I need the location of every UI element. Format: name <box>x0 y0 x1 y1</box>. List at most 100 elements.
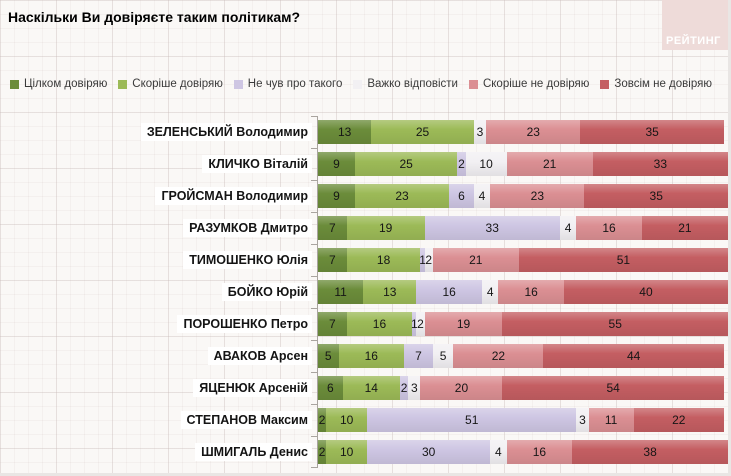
bar-segment: 1 <box>410 312 418 336</box>
segment-value: 22 <box>672 413 686 427</box>
bar-segment: 19 <box>424 312 503 336</box>
axis-tick <box>311 180 318 181</box>
bar-segment: 2 <box>457 152 466 176</box>
chart-row: ЗЕЛЕНСЬКИЙ Володимир 13 25 3 23 35 <box>0 116 731 148</box>
segment-value: 55 <box>608 317 622 331</box>
bar-segment: 16 <box>506 440 573 464</box>
bar-stack: 9 25 2 10 21 33 <box>318 152 729 176</box>
segment-value: 19 <box>456 317 471 331</box>
bar-segment: 54 <box>502 376 725 400</box>
axis-tick <box>311 436 318 437</box>
bar-segment: 21 <box>432 248 519 272</box>
segment-value: 21 <box>469 253 483 267</box>
legend-label: Скоріше довіряю <box>132 78 223 90</box>
bar-segment: 3 <box>408 376 421 400</box>
chart-row: АВАКОВ Арсен 5 16 7 5 22 44 <box>0 340 731 372</box>
bar-segment: 20 <box>420 376 503 400</box>
segment-value: 54 <box>606 381 620 395</box>
segment-value: 3 <box>579 413 586 427</box>
bar-segment: 18 <box>346 248 421 272</box>
bar-segment: 7 <box>318 248 347 272</box>
legend-item: Зовсім не довіряю <box>600 78 712 90</box>
segment-value: 10 <box>340 413 354 427</box>
legend-label: Важко відповісти <box>367 78 458 90</box>
category-label: АВАКОВ Арсен <box>0 347 312 365</box>
bar-segment: 10 <box>326 408 368 432</box>
bar-segment: 11 <box>588 408 634 432</box>
chart-row: ПОРОШЕНКО Петро 7 16 1 2 19 55 <box>0 308 731 340</box>
chart-row: СТЕПАНОВ Максим 2 10 51 3 11 22 <box>0 404 731 436</box>
bar-segment: 13 <box>363 280 417 304</box>
axis-tick <box>311 372 318 373</box>
legend-label: Не чув про такого <box>247 78 343 90</box>
segment-value: 19 <box>378 221 393 235</box>
segment-value: 51 <box>465 413 479 427</box>
bar-segment: 21 <box>641 216 729 240</box>
bar-segment: 6 <box>318 376 343 400</box>
category-axis-line <box>317 116 318 468</box>
segment-value: 5 <box>324 349 332 363</box>
segment-value: 35 <box>649 189 663 203</box>
segment-value: 2 <box>400 381 408 395</box>
axis-tick <box>311 340 318 341</box>
axis-tick <box>311 212 318 213</box>
segment-value: 16 <box>532 445 547 459</box>
bar-segment: 22 <box>453 344 544 368</box>
bar-segment: 13 <box>318 120 372 144</box>
segment-value: 25 <box>415 125 430 139</box>
bar-segment: 7 <box>318 312 347 336</box>
bar-segment: 10 <box>326 440 368 464</box>
axis-tick <box>311 467 318 468</box>
bar-segment: 21 <box>506 152 593 176</box>
category-label-text: РАЗУМКОВ Дмитро <box>183 219 312 237</box>
bar-segment: 25 <box>371 120 474 144</box>
segment-value: 38 <box>643 445 657 459</box>
bar-stack: 13 25 3 23 35 <box>318 120 728 144</box>
category-label-text: ПОРОШЕНКО Петро <box>177 315 312 333</box>
bar-stack: 7 16 1 2 19 55 <box>318 312 728 336</box>
bar-segment: 7 <box>318 216 347 240</box>
bar-segment: 1 <box>419 248 426 272</box>
legend-item: Не чув про такого <box>233 78 343 90</box>
legend-swatch <box>233 79 243 89</box>
bar-stack: 5 16 7 5 22 44 <box>318 344 728 368</box>
axis-tick <box>311 148 318 149</box>
category-label: ПОРОШЕНКО Петро <box>0 315 312 333</box>
bar-stack: 2 10 51 3 11 22 <box>318 408 728 432</box>
segment-value: 7 <box>415 349 422 363</box>
bar-segment: 3 <box>576 408 589 432</box>
bar-stack: 6 14 2 3 20 54 <box>318 376 728 400</box>
bar-stack: 7 18 1 2 21 51 <box>318 248 729 272</box>
segment-value: 5 <box>439 349 447 363</box>
bar-segment: 16 <box>338 344 405 368</box>
bar-segment: 6 <box>449 184 474 208</box>
segment-value: 23 <box>395 189 409 203</box>
bar-segment: 30 <box>367 440 491 464</box>
bar-segment: 9 <box>318 152 355 176</box>
axis-tick <box>311 276 318 277</box>
chart-row: БОЙКО Юрій 11 13 16 4 16 40 <box>0 276 731 308</box>
segment-value: 11 <box>604 413 618 427</box>
segment-value: 16 <box>364 349 378 363</box>
bar-segment: 16 <box>576 216 642 240</box>
bar-segment: 35 <box>580 120 724 144</box>
segment-value: 3 <box>476 125 484 139</box>
category-label-text: БОЙКО Юрій <box>221 283 312 301</box>
bar-segment: 9 <box>318 184 355 208</box>
chart-rows: ЗЕЛЕНСЬКИЙ Володимир 13 25 3 23 35 КЛИЧКО Віта… <box>0 116 731 468</box>
segment-value: 6 <box>458 189 465 203</box>
legend-item: Скоріше не довіряю <box>468 78 589 90</box>
bar-segment: 10 <box>465 152 507 176</box>
bar-segment: 5 <box>318 344 339 368</box>
chart-row: ГРОЙСМАН Володимир 9 23 6 4 23 35 <box>0 180 731 212</box>
legend: Цілком довіряю Скоріше довіряю Не чув про … <box>0 78 722 90</box>
segment-value: 1 <box>410 317 418 331</box>
rating-group-logo: РЕЙТИНГ <box>662 0 728 50</box>
legend-swatch <box>118 79 128 89</box>
segment-value: 30 <box>422 445 436 459</box>
bar-segment: 2 <box>318 408 327 432</box>
segment-value: 4 <box>564 221 572 235</box>
segment-value: 51 <box>616 253 631 267</box>
segment-value: 25 <box>399 157 413 171</box>
